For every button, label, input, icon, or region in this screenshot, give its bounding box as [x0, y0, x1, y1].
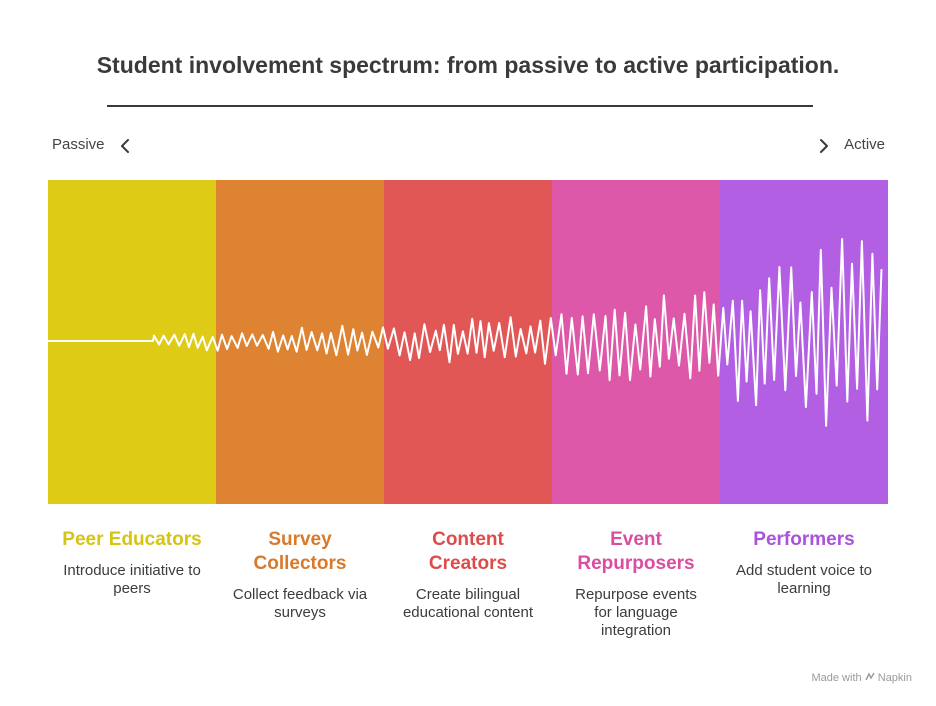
stage-name: Event Repurposers: [577, 529, 695, 574]
stage-description: Repurpose events for language integratio…: [575, 586, 697, 639]
stage-event-repurposers: Event Repurposers Repurpose events for l…: [552, 528, 720, 640]
made-with-label: Made with: [811, 672, 862, 684]
passive-label: Passive: [52, 136, 105, 153]
stage-name: Peer Educators: [62, 529, 202, 550]
stage-survey-collectors: Survey Collectors Collect feedback via s…: [216, 528, 384, 622]
involvement-waveform: [48, 238, 883, 427]
diagram-title: Student involvement spectrum: from passi…: [96, 52, 840, 78]
napkin-logo-icon: [865, 672, 875, 681]
stage-description: Introduce initiative to peers: [63, 562, 201, 597]
title-underline: [107, 105, 813, 107]
stage-performers: Performers Add student voice to learning: [720, 528, 888, 598]
stage-description: Collect feedback via surveys: [232, 586, 368, 621]
stage-name: Performers: [753, 529, 855, 550]
stage-description: Add student voice to learning: [736, 562, 872, 597]
stage-name: Content Creators: [428, 529, 508, 574]
active-label: Active: [844, 136, 885, 153]
stage-peer-educators: Peer Educators Introduce initiative to p…: [48, 528, 216, 598]
stage-name: Survey Collectors: [253, 529, 347, 574]
stage-content-creators: Content Creators Create bilingual educat…: [384, 528, 552, 622]
chevron-right-icon: [820, 139, 828, 153]
napkin-brand: Napkin: [877, 672, 912, 684]
made-with-napkin: Made with Napkin: [811, 672, 912, 684]
chevron-left-icon: [121, 139, 129, 153]
stage-description: Create bilingual educational content: [402, 586, 534, 621]
